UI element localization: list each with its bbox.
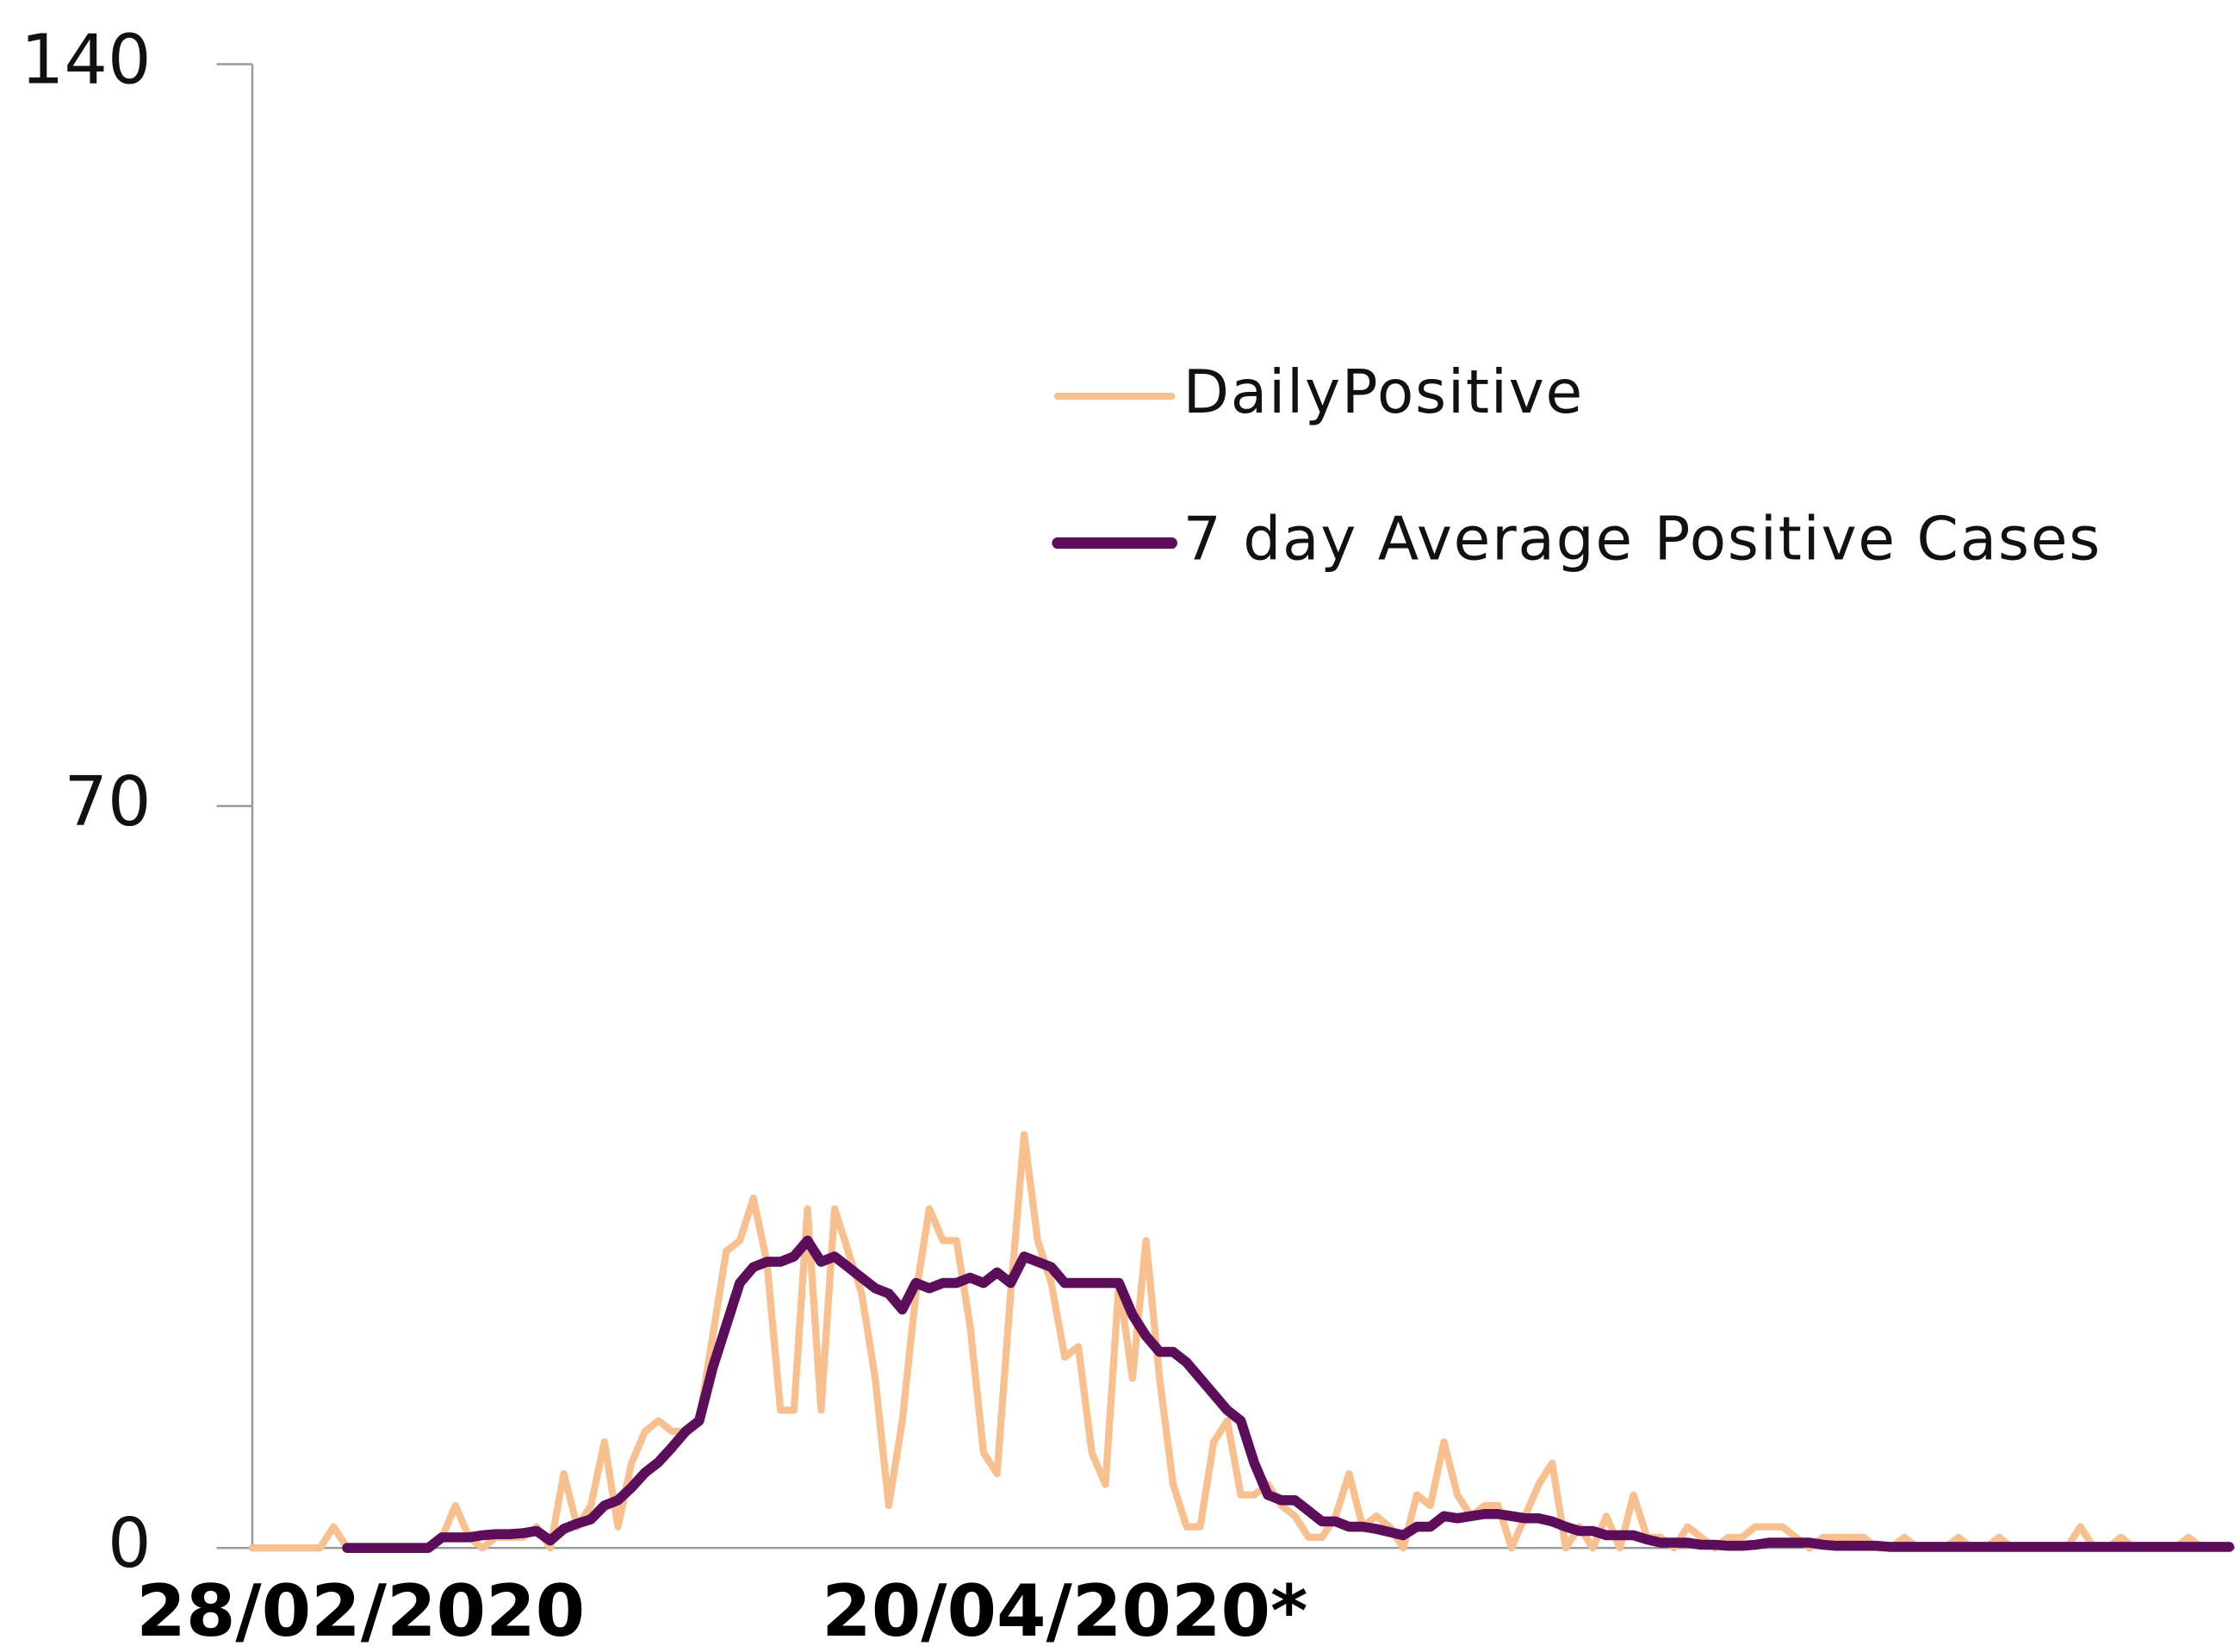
legend-label: 7 day Average Positive Cases <box>1183 505 2102 574</box>
y-tick-label: 140 <box>21 19 152 99</box>
y-tick-label: 70 <box>64 761 151 842</box>
x-tick-label: 28/02/2020 <box>136 1569 585 1652</box>
x-tick-label: 20/04/2020* <box>822 1569 1307 1652</box>
series-line <box>248 1131 2233 1552</box>
series-line <box>342 1235 2235 1553</box>
legend-label: DailyPositive <box>1183 357 1584 427</box>
y-tick-label: 0 <box>108 1503 152 1583</box>
